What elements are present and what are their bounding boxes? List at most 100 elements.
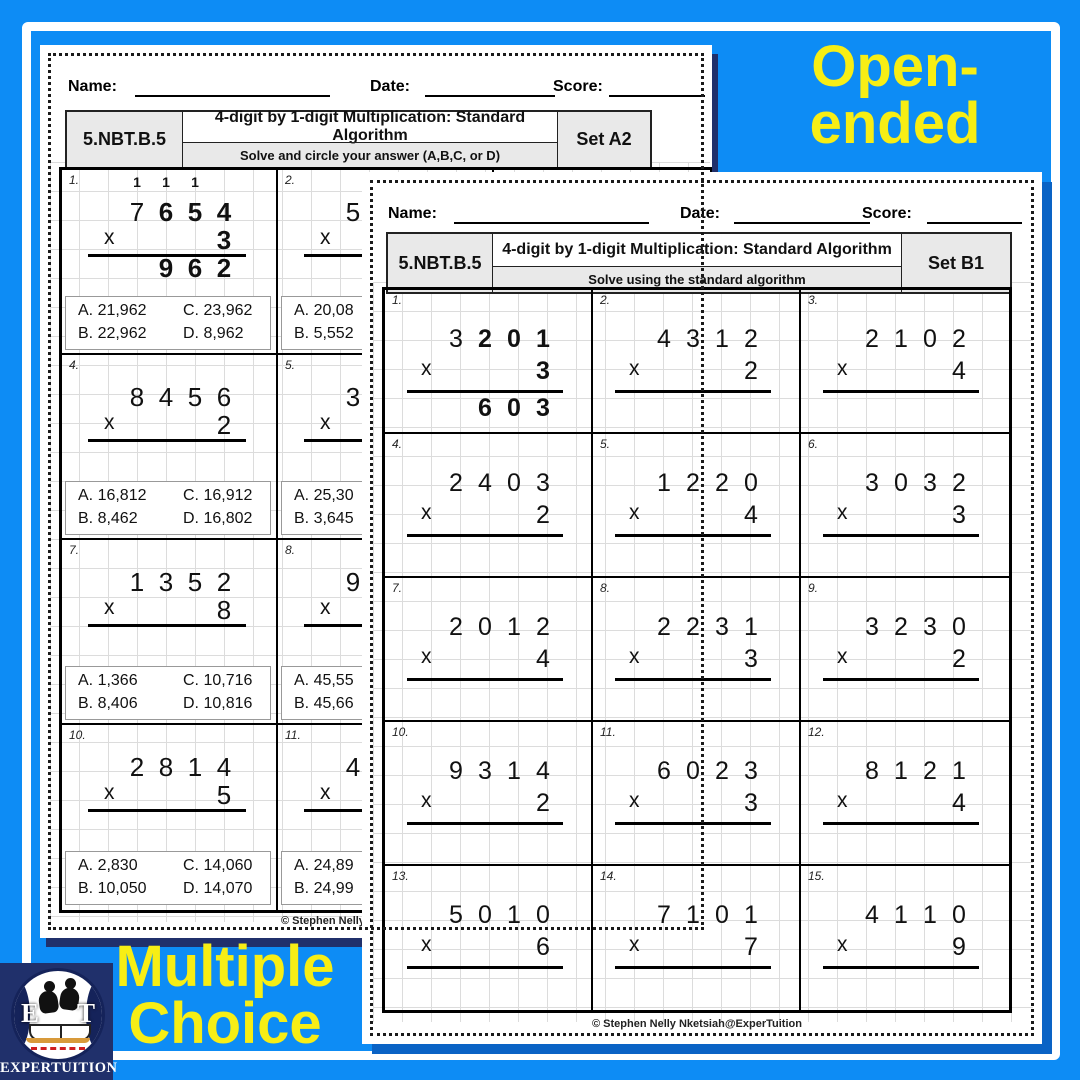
copyright-footer: © Stephen Nelly Nketsiah@ExperTuition [592, 1018, 802, 1030]
logo-circle: E T [11, 968, 105, 1062]
answer-rule [615, 390, 771, 393]
problem-cell: 9. 3 2 3 0 x 2 [801, 578, 1009, 722]
problem-cell: 12. 8 1 2 1 x 4 [801, 722, 1009, 866]
choice-b: B. 22,962 [78, 325, 147, 342]
choice-a: A. 20,08 [294, 302, 354, 319]
choice-d: D. 10,816 [183, 695, 253, 712]
standard-code: 5.NBT.B.5 [82, 129, 167, 149]
multiplicand-digit: 1 [744, 613, 758, 641]
multiplicand-digit: 2 [715, 469, 729, 497]
answer-rule [615, 822, 771, 825]
multiplicand-digit: 8 [129, 382, 145, 412]
problem-cell: 4. 8 4 5 6 x 2 A. 16,812 C. 16,912 B. 8,462 D. 16,… [62, 355, 278, 540]
worksheet-title: 4-digit by 1-digit Multiplication: Stand… [492, 234, 902, 266]
multiplicand-digit: 3 [744, 757, 758, 785]
multiplier-digit: 6 [536, 933, 550, 961]
problem-cell: 3. 2 1 0 2 x 4 [801, 290, 1009, 434]
answer-rule [88, 809, 246, 812]
answer-rule [407, 678, 563, 681]
multiplier-digit: 4 [952, 357, 966, 385]
set-label: Set B1 [927, 252, 985, 273]
times-symbol: x [320, 411, 331, 434]
multiplicand-digit: 3 [923, 613, 937, 641]
problem-number: 4. [69, 358, 80, 372]
multiplicand-digit: 2 [952, 469, 966, 497]
times-symbol: x [104, 596, 115, 619]
multiplicand-digit: 7 [657, 901, 671, 929]
product-digit: 9 [158, 253, 174, 283]
multiplicand-digit: 0 [478, 901, 492, 929]
choice-a: A. 2,830 [78, 857, 138, 874]
multiple-choice-badge: Multiple Choice [90, 938, 360, 1053]
multiplicand-digit: 8 [158, 752, 174, 782]
choice-d: D. 8,962 [183, 325, 244, 342]
multiplicand-digit: 0 [715, 901, 729, 929]
times-symbol: x [837, 501, 848, 524]
worksheet-header-table: 5.NBT.B.5 4-digit by 1-digit Multiplicat… [386, 232, 1012, 294]
times-symbol: x [421, 357, 432, 380]
multiplicand-digit: 1 [952, 757, 966, 785]
times-symbol: x [421, 501, 432, 524]
multiplicand-digit: 2 [952, 325, 966, 353]
problem-number: 11. [285, 728, 301, 742]
product-digit: 6 [187, 253, 203, 283]
times-symbol: x [320, 596, 331, 619]
multiplicand-digit: 0 [923, 325, 937, 353]
times-symbol: x [320, 781, 331, 804]
choice-b: B. 5,552 [294, 325, 354, 342]
multiplicand-digit: 2 [657, 613, 671, 641]
multiplier-digit: 3 [216, 225, 232, 255]
multiplicand-digit: 2 [894, 613, 908, 641]
multiplier-digit: 5 [216, 780, 232, 810]
problem-number: 5. [285, 358, 296, 372]
times-symbol: x [104, 226, 115, 249]
score-line [609, 75, 705, 97]
times-symbol: x [837, 789, 848, 812]
answer-choices-box: A. 2,830 C. 14,060 B. 10,050 D. 14,070 [65, 851, 271, 905]
carry-digit: 1 [191, 174, 199, 190]
multiplicand-digit: 1 [507, 901, 521, 929]
problem-cell: 1. 1 1 1 7 6 5 4 x 3 9 6 2 A. 21,962 C. 23,962 B. 22,96… [62, 170, 278, 355]
choice-b: B. 24,99 [294, 880, 354, 897]
problem-number: 3. [808, 293, 819, 307]
problem-number: 8. [600, 581, 611, 595]
choice-a: A. 24,89 [294, 857, 354, 874]
multiplicand-digit: 3 [865, 469, 879, 497]
times-symbol: x [837, 357, 848, 380]
problem-number: 14. [600, 869, 617, 883]
multiplicand-digit: 1 [507, 613, 521, 641]
open-ended-badge: Open- ended [760, 38, 1030, 153]
reader-figure-icon [37, 989, 60, 1015]
multiplicand-digit: 0 [686, 757, 700, 785]
multiplier-digit: 4 [952, 789, 966, 817]
times-symbol: x [629, 789, 640, 812]
answer-rule [823, 390, 979, 393]
multiplicand-digit: 4 [865, 901, 879, 929]
choice-b: B. 3,645 [294, 510, 354, 527]
name-label: Name: [68, 78, 117, 95]
logo-name: EXPERTUITION [0, 1060, 118, 1076]
date-label: Date: [680, 205, 721, 222]
answer-rule [615, 534, 771, 537]
multiplicand-digit: 2 [923, 757, 937, 785]
problem-cell: 11. 6 0 2 3 x 3 [593, 722, 801, 866]
carry-digit: 1 [162, 174, 170, 190]
product-digit: 6 [478, 394, 492, 422]
multiplicand-digit: 1 [744, 901, 758, 929]
answer-rule [823, 822, 979, 825]
times-symbol: x [629, 933, 640, 956]
answer-choices-box: A. 16,812 C. 16,912 B. 8,462 D. 16,802 [65, 481, 271, 535]
multiplicand-digit: 2 [478, 325, 492, 353]
multiplicand-digit: 8 [865, 757, 879, 785]
multiplier-digit: 3 [744, 645, 758, 673]
problem-number: 12. [808, 725, 825, 739]
multiplicand-digit: 5 [449, 901, 463, 929]
multiplicand-digit: 3 [865, 613, 879, 641]
choice-d: D. 16,802 [183, 510, 253, 527]
multiplier-digit: 8 [216, 595, 232, 625]
problem-cell: 6. 3 0 3 2 x 3 [801, 434, 1009, 578]
answer-rule [823, 966, 979, 969]
problem-cell: 8. 2 2 3 1 x 3 [593, 578, 801, 722]
score-line [927, 202, 1022, 224]
answer-rule [88, 254, 246, 257]
